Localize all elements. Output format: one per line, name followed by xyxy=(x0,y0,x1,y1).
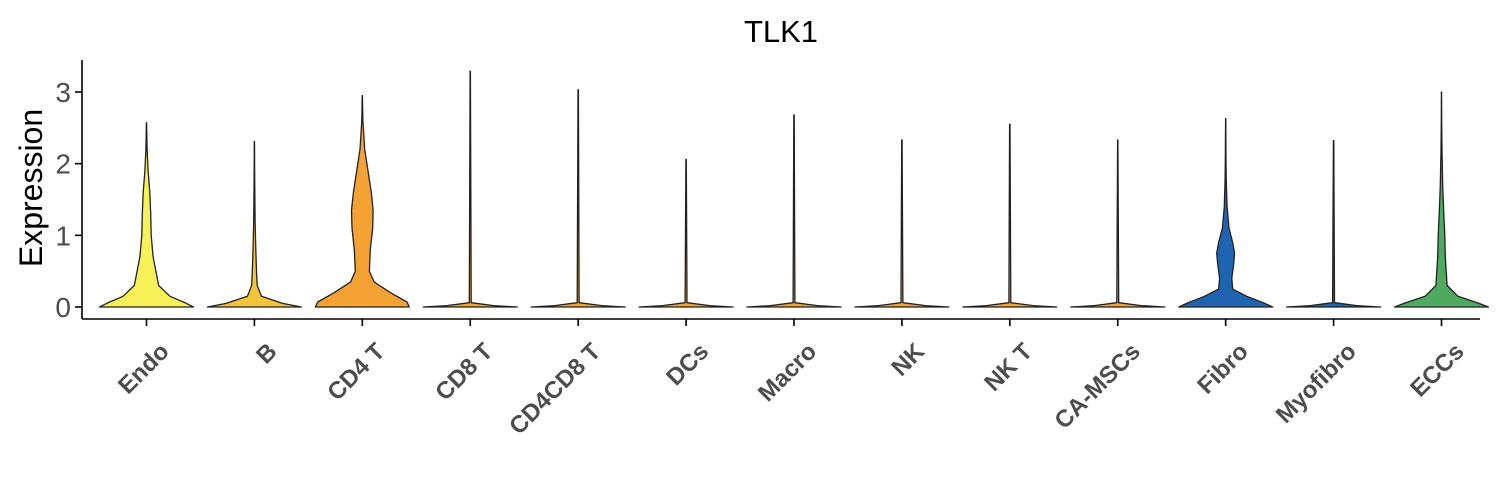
x-tick-label: Fibro xyxy=(1192,338,1254,400)
violin-group xyxy=(98,70,1490,308)
x-tick-label: ECCs xyxy=(1405,338,1469,402)
violin-ca-mscs xyxy=(1070,139,1166,308)
y-tick-label: 1 xyxy=(55,220,71,251)
violin-nk xyxy=(854,139,950,308)
violin-cd8-t xyxy=(422,70,518,308)
x-axis-ticks: Endo B CD4 T CD8 T CD4CD8 T DCs Macro NK NK T CA-… xyxy=(113,319,1470,440)
violin-macro xyxy=(746,114,842,308)
violin-endo xyxy=(98,122,195,308)
x-tick-label: Myofibro xyxy=(1271,338,1362,429)
violin-dcs xyxy=(638,158,734,308)
x-tick-label: CA-MSCs xyxy=(1049,338,1145,434)
violin-myofibro xyxy=(1285,140,1382,308)
violin-eccs xyxy=(1393,91,1490,308)
violin-cd4cd8-t xyxy=(530,89,626,308)
x-tick-label: CD4CD8 T xyxy=(504,338,606,440)
x-tick-label: CD8 T xyxy=(430,338,498,406)
x-tick-label: NK xyxy=(886,338,930,382)
y-axis-label: Expression xyxy=(13,109,49,267)
violin-cd4-t xyxy=(314,94,410,308)
x-tick-label: CD4 T xyxy=(322,338,390,406)
x-tick-label: NK T xyxy=(979,338,1038,397)
y-axis-ticks: 0 1 2 3 xyxy=(55,77,82,323)
x-tick-label: Endo xyxy=(113,338,175,400)
x-tick-label: DCs xyxy=(661,338,714,391)
chart-title: TLK1 xyxy=(744,14,818,49)
x-tick-label: B xyxy=(251,338,282,369)
violin-nk-t xyxy=(962,123,1058,308)
y-tick-label: 3 xyxy=(55,77,71,108)
violin-b xyxy=(206,140,303,308)
x-tick-label: Macro xyxy=(753,338,822,407)
y-tick-label: 0 xyxy=(55,292,71,323)
violin-fibro xyxy=(1178,117,1274,308)
y-tick-label: 2 xyxy=(55,149,71,180)
